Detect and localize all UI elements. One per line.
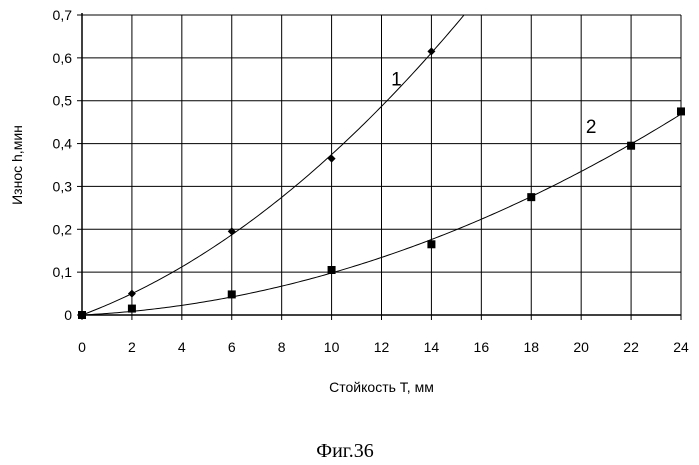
data-point-2 xyxy=(228,290,236,298)
x-tick-label: 8 xyxy=(278,339,286,355)
y-tick-label: 0,6 xyxy=(53,50,73,66)
x-tick-label: 2 xyxy=(128,339,136,355)
x-axis-title: Стойкость Т, мм xyxy=(329,379,434,395)
x-tick-label: 24 xyxy=(673,339,689,355)
x-tick-label: 22 xyxy=(623,339,639,355)
y-tick-label: 0 xyxy=(64,307,72,323)
x-tick-label: 0 xyxy=(78,339,86,355)
y-tick-label: 0,3 xyxy=(53,178,73,194)
data-point-2 xyxy=(677,107,685,115)
y-tick-label: 0,7 xyxy=(53,7,73,23)
grid xyxy=(82,15,681,315)
data-point-2 xyxy=(328,266,336,274)
data-point-2 xyxy=(527,193,535,201)
data-point-1 xyxy=(427,47,435,55)
curve-label-2: 2 xyxy=(586,117,597,138)
curve-label-1: 1 xyxy=(391,70,402,91)
data-point-1 xyxy=(228,227,236,235)
x-tick-label: 4 xyxy=(178,339,186,355)
data-point-2 xyxy=(128,305,136,313)
data-point-1 xyxy=(328,155,336,163)
x-tick-label: 6 xyxy=(228,339,236,355)
x-tick-label: 14 xyxy=(424,339,440,355)
data-point-2 xyxy=(78,311,86,319)
x-tick-label: 12 xyxy=(374,339,390,355)
y-axis-title: Износ h,мин xyxy=(9,125,25,205)
x-tick-label: 16 xyxy=(474,339,490,355)
x-tick-label: 10 xyxy=(324,339,340,355)
x-tick-label: 18 xyxy=(523,339,539,355)
y-tick-label: 0,4 xyxy=(53,136,73,152)
figure-caption: Фиг.36 xyxy=(316,440,373,462)
y-tick-label: 0,2 xyxy=(53,221,73,237)
data-point-2 xyxy=(627,142,635,150)
data-point-2 xyxy=(427,240,435,248)
trend-curve-1 xyxy=(82,15,464,315)
x-tick-label: 20 xyxy=(573,339,589,355)
y-tick-label: 0,1 xyxy=(53,264,73,280)
data-point-1 xyxy=(128,290,136,298)
labels: 02468101214161820222400,10,20,30,40,50,6… xyxy=(53,7,689,355)
y-tick-label: 0,5 xyxy=(53,93,73,109)
